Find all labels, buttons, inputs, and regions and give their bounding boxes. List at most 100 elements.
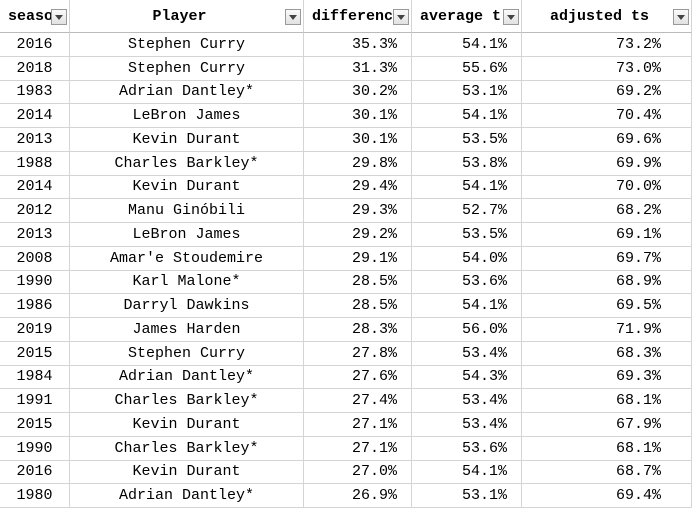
table-cell: 70.0%	[522, 175, 692, 200]
table-cell: 55.6%	[412, 56, 522, 81]
table-cell: 29.8%	[304, 151, 412, 176]
table-cell: 27.8%	[304, 341, 412, 366]
table-cell: 69.7%	[522, 246, 692, 271]
table-cell: 52.7%	[412, 199, 522, 223]
table-cell: 53.8%	[412, 151, 522, 176]
filter-button[interactable]	[285, 9, 301, 25]
table-cell: 54.1%	[412, 175, 522, 200]
table-cell: 71.9%	[522, 318, 692, 342]
table-cell: 53.6%	[412, 436, 522, 461]
header-cell: Player	[70, 0, 304, 33]
table-cell: 27.0%	[304, 460, 412, 485]
table-cell: 54.0%	[412, 246, 522, 271]
filter-button[interactable]	[503, 9, 519, 25]
table-cell: 54.1%	[412, 294, 522, 318]
filter-button[interactable]	[51, 9, 67, 25]
table-cell: 2019	[0, 318, 70, 342]
table-cell: Manu Ginóbili	[70, 199, 304, 223]
table-cell: 69.5%	[522, 294, 692, 318]
table-cell: Stephen Curry	[70, 341, 304, 366]
table-cell: Adrian Dantley*	[70, 365, 304, 390]
table-cell: 70.4%	[522, 104, 692, 128]
table-cell: Kevin Durant	[70, 460, 304, 485]
table-cell: 35.3%	[304, 33, 412, 57]
table-cell: 2016	[0, 33, 70, 57]
table-cell: 1983	[0, 80, 70, 105]
table-cell: 2013	[0, 223, 70, 247]
table-cell: 53.5%	[412, 223, 522, 247]
table-cell: 1990	[0, 436, 70, 461]
table-cell: 53.4%	[412, 341, 522, 366]
table-cell: 54.1%	[412, 460, 522, 485]
table-cell: Charles Barkley*	[70, 436, 304, 461]
table-cell: 68.3%	[522, 341, 692, 366]
table-cell: Adrian Dantley*	[70, 80, 304, 105]
table-cell: James Harden	[70, 318, 304, 342]
table-cell: 2014	[0, 175, 70, 200]
table-cell: 2015	[0, 341, 70, 366]
table-cell: Karl Malone*	[70, 270, 304, 295]
table-cell: 2016	[0, 460, 70, 485]
table-cell: 1988	[0, 151, 70, 176]
header-cell: seaso	[0, 0, 70, 33]
table-cell: 68.1%	[522, 389, 692, 413]
table-cell: 54.1%	[412, 104, 522, 128]
table-cell: 69.3%	[522, 365, 692, 390]
table-cell: 29.3%	[304, 199, 412, 223]
table-cell: 30.2%	[304, 80, 412, 105]
table-cell: 53.1%	[412, 484, 522, 508]
table-cell: 2008	[0, 246, 70, 271]
table-cell: 2018	[0, 56, 70, 81]
table-cell: 1984	[0, 365, 70, 390]
table-cell: 73.2%	[522, 33, 692, 57]
table-cell: 29.1%	[304, 246, 412, 271]
table-cell: Adrian Dantley*	[70, 484, 304, 508]
table-cell: 27.6%	[304, 365, 412, 390]
table-cell: 53.1%	[412, 80, 522, 105]
table-cell: Stephen Curry	[70, 33, 304, 57]
table-cell: 1980	[0, 484, 70, 508]
table-cell: 28.3%	[304, 318, 412, 342]
filter-button[interactable]	[393, 9, 409, 25]
table-cell: 69.1%	[522, 223, 692, 247]
table-cell: 53.4%	[412, 413, 522, 437]
table-cell: 54.3%	[412, 365, 522, 390]
header-cell: adjusted ts	[522, 0, 692, 33]
table-cell: Kevin Durant	[70, 413, 304, 437]
table-cell: 29.2%	[304, 223, 412, 247]
table-cell: 69.6%	[522, 128, 692, 152]
table-cell: 67.9%	[522, 413, 692, 437]
table-cell: 1990	[0, 270, 70, 295]
table-cell: 28.5%	[304, 294, 412, 318]
table-cell: 1991	[0, 389, 70, 413]
table-cell: 68.2%	[522, 199, 692, 223]
header-cell: average t	[412, 0, 522, 33]
table-cell: 30.1%	[304, 128, 412, 152]
table-cell: LeBron James	[70, 223, 304, 247]
table-cell: 68.7%	[522, 460, 692, 485]
table-cell: 28.5%	[304, 270, 412, 295]
table-cell: 69.9%	[522, 151, 692, 176]
table-cell: 68.9%	[522, 270, 692, 295]
table-cell: 53.5%	[412, 128, 522, 152]
table-cell: 2015	[0, 413, 70, 437]
table-cell: 2013	[0, 128, 70, 152]
table-cell: 1986	[0, 294, 70, 318]
table-cell: 31.3%	[304, 56, 412, 81]
table-cell: 69.2%	[522, 80, 692, 105]
table-cell: 56.0%	[412, 318, 522, 342]
table-cell: 53.4%	[412, 389, 522, 413]
table-cell: 2012	[0, 199, 70, 223]
table-cell: 27.1%	[304, 413, 412, 437]
filter-button[interactable]	[673, 9, 689, 25]
table-cell: 68.1%	[522, 436, 692, 461]
table-cell: Darryl Dawkins	[70, 294, 304, 318]
table-cell: Charles Barkley*	[70, 151, 304, 176]
table-cell: 73.0%	[522, 56, 692, 81]
table-cell: Kevin Durant	[70, 175, 304, 200]
table-cell: 30.1%	[304, 104, 412, 128]
table-cell: LeBron James	[70, 104, 304, 128]
table-cell: 2014	[0, 104, 70, 128]
table-cell: 69.4%	[522, 484, 692, 508]
